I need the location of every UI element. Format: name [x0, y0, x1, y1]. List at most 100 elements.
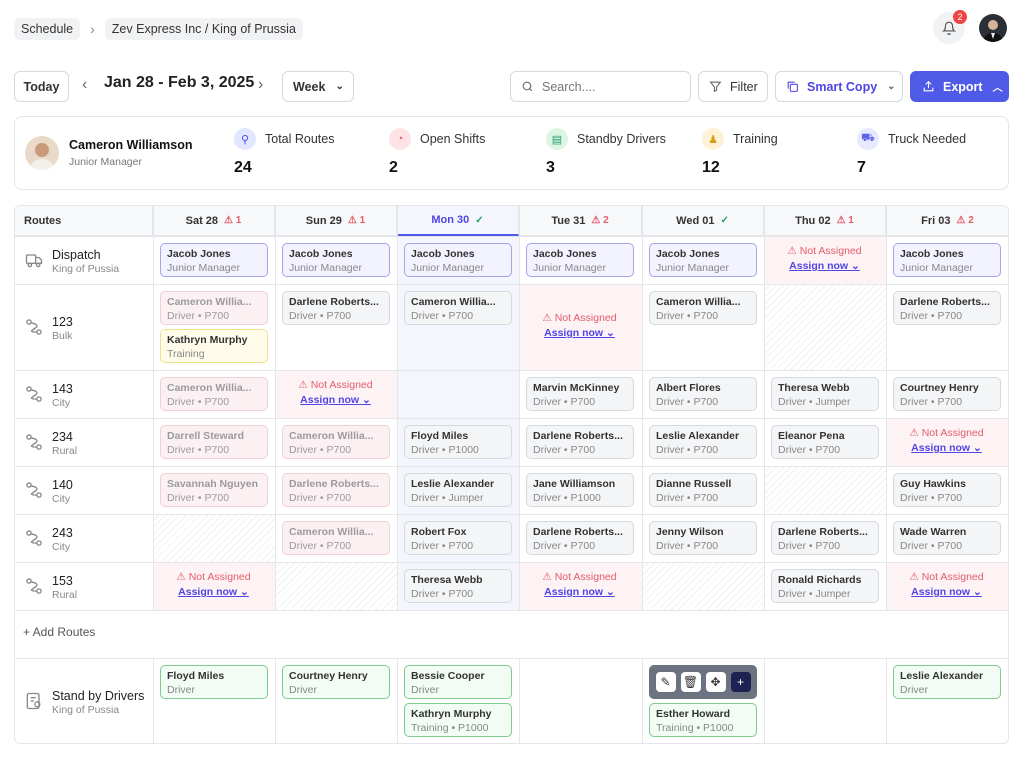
route-icon	[24, 576, 44, 596]
row-divider	[15, 610, 1008, 611]
day-header-1[interactable]: Sun 29 ⚠ 1	[275, 206, 397, 236]
shift-card[interactable]: Robert Fox Driver • P700	[404, 521, 512, 555]
assign-now-link[interactable]: Assign now ⌄	[544, 327, 615, 339]
day-header-2[interactable]: Mon 30 ✓	[397, 206, 519, 236]
shift-card[interactable]: Cameron Willia... Driver • P700	[160, 377, 268, 411]
shift-card[interactable]: Kathryn Murphy Training	[160, 329, 268, 363]
shift-card[interactable]: Darlene Roberts... Driver • P700	[526, 425, 634, 459]
shift-card[interactable]: Guy Hawkins Driver • P700	[893, 473, 1001, 507]
shift-card[interactable]: Wade Warren Driver • P700	[893, 521, 1001, 555]
shift-card[interactable]: Cameron Willia... Driver • P700	[282, 521, 390, 555]
shift-name: Jenny Wilson	[656, 526, 724, 538]
assign-now-link[interactable]: Assign now ⌄	[178, 586, 249, 598]
shift-card[interactable]: Marvin McKinney Driver • P700	[526, 377, 634, 411]
shift-role: Driver • P700	[778, 444, 841, 456]
column-divider	[153, 658, 154, 743]
assign-now-link[interactable]: Assign now ⌄	[911, 442, 982, 454]
breadcrumb-current[interactable]: Zev Express Inc / King of Prussia	[104, 18, 303, 40]
shift-card[interactable]: Jenny Wilson Driver • P700	[649, 521, 757, 555]
standby-card[interactable]: Courtney Henry Driver	[282, 665, 390, 699]
shift-name: Ronald Richards	[778, 574, 862, 586]
shift-card[interactable]: Leslie Alexander Driver • P700	[649, 425, 757, 459]
shift-card[interactable]: Darlene Roberts... Driver • P700	[282, 291, 390, 325]
row-divider	[15, 658, 1008, 659]
assign-now-link[interactable]: Assign now ⌄	[300, 394, 371, 406]
breadcrumb-root[interactable]: Schedule	[14, 18, 81, 40]
route-type: King of Pussia	[52, 263, 120, 275]
search-box[interactable]	[510, 71, 691, 102]
search-input[interactable]	[542, 79, 682, 94]
shift-card[interactable]: Jacob Jones Junior Manager	[893, 243, 1001, 277]
unavailable-cell	[764, 466, 886, 514]
column-divider	[642, 206, 643, 610]
notifications-button[interactable]: 2	[933, 10, 967, 44]
shift-name: Theresa Webb	[411, 574, 483, 586]
shift-card[interactable]: Darlene Roberts... Driver • P700	[771, 521, 879, 555]
standby-card[interactable]: Esther Howard Training • P1000	[649, 703, 757, 737]
next-week-icon[interactable]: ›	[258, 76, 264, 93]
assign-now-link[interactable]: Assign now ⌄	[544, 586, 615, 598]
shift-card[interactable]: Jacob Jones Junior Manager	[404, 243, 512, 277]
assign-now-link[interactable]: Assign now ⌄	[911, 586, 982, 598]
user-avatar[interactable]	[979, 14, 1007, 42]
shift-card[interactable]: Darrell Steward Driver • P700	[160, 425, 268, 459]
shift-card[interactable]: Jacob Jones Junior Manager	[282, 243, 390, 277]
shift-card[interactable]: Jacob Jones Junior Manager	[160, 243, 268, 277]
shift-card[interactable]: Savannah Nguyen Driver • P700	[160, 473, 268, 507]
shift-role: Junior Manager	[411, 262, 484, 274]
shift-card[interactable]: Darlene Roberts... Driver • P700	[893, 291, 1001, 325]
shift-role: Driver • P700	[900, 492, 963, 504]
day-header-4[interactable]: Wed 01 ✓	[642, 206, 764, 236]
view-select[interactable]: Week ⌄	[282, 71, 354, 102]
row-divider	[15, 236, 1008, 237]
smart-copy-button[interactable]: Smart Copy ⌄	[775, 71, 903, 102]
assign-now-link[interactable]: Assign now ⌄	[789, 260, 860, 272]
shift-card[interactable]: Cameron Willia... Driver • P700	[404, 291, 512, 325]
standby-card[interactable]: Leslie Alexander Driver	[893, 665, 1001, 699]
shift-card[interactable]: Ronald Richards Driver • Jumper	[771, 569, 879, 603]
shift-name: Jacob Jones	[289, 248, 353, 260]
day-header-6[interactable]: Fri 03 ⚠ 2	[886, 206, 1008, 236]
not-assigned-block: ⚠ Not Assigned Assign now ⌄	[519, 570, 640, 600]
check-circle-icon: ✓	[720, 215, 729, 226]
move-icon[interactable]: ✥	[705, 672, 726, 692]
prev-week-icon[interactable]: ‹	[82, 76, 88, 93]
day-header-3[interactable]: Tue 31 ⚠ 2	[519, 206, 642, 236]
filter-button[interactable]: Filter	[698, 71, 768, 102]
add-icon[interactable]: +	[730, 672, 751, 692]
shift-card[interactable]: Jacob Jones Junior Manager	[649, 243, 757, 277]
shift-card[interactable]: Eleanor Pena Driver • P700	[771, 425, 879, 459]
shift-card[interactable]: Cameron Willia... Driver • P700	[160, 291, 268, 325]
shift-card[interactable]: Darlene Roberts... Driver • P700	[282, 473, 390, 507]
edit-icon[interactable]: ✎	[655, 672, 676, 692]
shift-card[interactable]: Courtney Henry Driver • P700	[893, 377, 1001, 411]
add-routes-button[interactable]: + Add Routes	[23, 625, 96, 639]
shift-card[interactable]: Albert Flores Driver • P700	[649, 377, 757, 411]
standby-card[interactable]: Bessie Cooper Driver	[404, 665, 512, 699]
shift-card[interactable]: Dianne Russell Driver • P700	[649, 473, 757, 507]
shift-card[interactable]: Theresa Webb Driver • P700	[404, 569, 512, 603]
shift-card[interactable]: Floyd Miles Driver • P1000	[404, 425, 512, 459]
shift-card[interactable]: Jane Williamson Driver • P1000	[526, 473, 634, 507]
day-header-0[interactable]: Sat 28 ⚠ 1	[153, 206, 275, 236]
chevron-down-icon: ⌄	[335, 81, 344, 92]
route-icon	[24, 432, 44, 452]
standby-card[interactable]: Kathryn Murphy Training • P1000	[404, 703, 512, 737]
stat-label: Standby Drivers	[577, 132, 666, 146]
shift-card[interactable]: Cameron Willia... Driver • P700	[649, 291, 757, 325]
shift-name: Darrell Steward	[167, 430, 245, 442]
trash-icon[interactable]: 🗑	[680, 672, 701, 692]
shift-card[interactable]: Theresa Webb Driver • Jumper	[771, 377, 879, 411]
shift-card[interactable]: Darlene Roberts... Driver • P700	[526, 521, 634, 555]
shift-role: Junior Manager	[900, 262, 973, 274]
route-type: Rural	[52, 445, 78, 457]
shift-role: Driver • P1000	[411, 444, 479, 456]
today-button[interactable]: Today	[14, 71, 69, 102]
standby-card[interactable]: Floyd Miles Driver	[160, 665, 268, 699]
shift-card[interactable]: Jacob Jones Junior Manager	[526, 243, 634, 277]
shift-card[interactable]: Cameron Willia... Driver • P700	[282, 425, 390, 459]
export-button[interactable]: Export ︿	[910, 71, 1009, 102]
day-header-5[interactable]: Thu 02 ⚠ 1	[764, 206, 886, 236]
shift-card[interactable]: Leslie Alexander Driver • Jumper	[404, 473, 512, 507]
unavailable-cell	[153, 514, 275, 562]
